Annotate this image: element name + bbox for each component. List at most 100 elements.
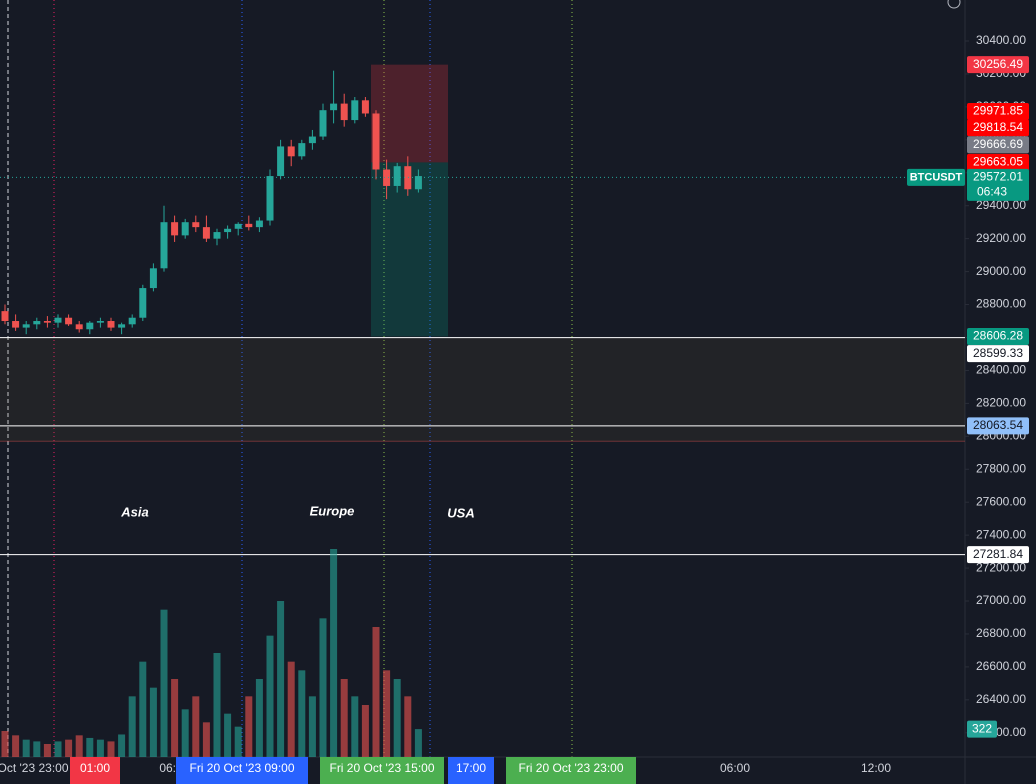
candle-body bbox=[245, 223, 253, 228]
price-tag bbox=[967, 327, 1029, 345]
session-dividers bbox=[7, 0, 573, 757]
volume-bar bbox=[383, 670, 391, 757]
price-tag-label: 27281.84 bbox=[973, 547, 1023, 561]
candle-body bbox=[33, 321, 41, 325]
y-tick-label: 26400.00 bbox=[976, 692, 1026, 706]
candle-body bbox=[192, 222, 200, 228]
candle-body bbox=[75, 324, 83, 330]
candle-body bbox=[277, 146, 285, 177]
time-label: Oct '23 23:00 bbox=[0, 761, 69, 775]
symbol-tag bbox=[907, 168, 965, 186]
time-label-bg bbox=[448, 757, 494, 784]
price-tag bbox=[967, 417, 1029, 435]
y-tick-label: 27400.00 bbox=[976, 527, 1026, 541]
volume-bar bbox=[319, 618, 327, 757]
price-tag bbox=[967, 153, 1029, 171]
time-label-bg bbox=[70, 757, 120, 784]
time-label: 06:00 bbox=[720, 761, 750, 775]
volume-bar bbox=[65, 739, 73, 757]
volume-bar bbox=[86, 737, 94, 757]
candle-body bbox=[414, 176, 422, 190]
volume-tag-label: 322 bbox=[972, 721, 992, 735]
volume-bar bbox=[298, 670, 306, 757]
price-tag bbox=[967, 119, 1029, 137]
session-label: Asia bbox=[120, 504, 148, 519]
volume-bar bbox=[393, 679, 401, 757]
price-tag-label: 29818.54 bbox=[973, 120, 1023, 134]
session-label: USA bbox=[447, 505, 474, 520]
y-tick-label: 30400.00 bbox=[976, 33, 1026, 47]
y-tick-label: 29200.00 bbox=[976, 231, 1026, 245]
volume-bar bbox=[12, 735, 20, 757]
candle-body bbox=[319, 110, 327, 137]
time-label: Fri 20 Oct '23 09:00 bbox=[189, 761, 294, 775]
candle-body bbox=[1, 311, 9, 322]
volume-bar bbox=[96, 739, 104, 757]
volume-bar bbox=[414, 729, 422, 757]
y-tick-label: 27000.00 bbox=[976, 593, 1026, 607]
candle-body bbox=[149, 268, 157, 289]
candle-body bbox=[298, 143, 306, 157]
price-tag bbox=[967, 546, 1029, 564]
y-tick-label: 28800.00 bbox=[976, 297, 1026, 311]
volume-bar bbox=[192, 696, 200, 757]
candle-body bbox=[308, 136, 316, 144]
candle-body bbox=[213, 232, 221, 239]
target-box bbox=[371, 162, 448, 337]
time-label: 17:00 bbox=[456, 761, 486, 775]
volume-bar bbox=[234, 726, 242, 757]
time-label: 12:00 bbox=[861, 761, 891, 775]
time-label-bg bbox=[176, 757, 308, 784]
volume-bar bbox=[224, 713, 232, 757]
volume-bar bbox=[107, 741, 115, 757]
price-tag-label: 30256.49 bbox=[973, 57, 1023, 71]
price-tag-label: 29971.85 bbox=[973, 104, 1023, 118]
candle-body bbox=[224, 228, 232, 233]
candle-body bbox=[43, 321, 51, 323]
candle-body bbox=[181, 222, 189, 236]
stop-box bbox=[371, 64, 448, 163]
candle-body bbox=[160, 222, 168, 269]
candle-body bbox=[234, 223, 242, 229]
candle-body bbox=[65, 317, 73, 325]
price-tag bbox=[967, 103, 1029, 121]
volume-bar bbox=[171, 679, 179, 757]
volume-bar bbox=[266, 635, 274, 757]
candle-body bbox=[107, 321, 115, 328]
volume-bar bbox=[54, 741, 62, 757]
volume-bar bbox=[149, 687, 157, 757]
session-label: Europe bbox=[310, 503, 355, 518]
time-label: Fri 20 Oct '23 15:00 bbox=[329, 761, 434, 775]
volume-bar bbox=[181, 709, 189, 757]
candle-body bbox=[54, 317, 62, 323]
volume-tag bbox=[967, 720, 997, 738]
price-tag-label: 28599.33 bbox=[973, 346, 1023, 360]
candle-body bbox=[340, 103, 348, 121]
volume-bar bbox=[372, 627, 380, 757]
volume-bar bbox=[351, 696, 359, 757]
candle-body bbox=[404, 166, 412, 190]
y-tick-label: 29400.00 bbox=[976, 198, 1026, 212]
candle-body bbox=[287, 146, 295, 157]
time-label-bg bbox=[320, 757, 444, 784]
price-tag-label: 29666.69 bbox=[973, 137, 1023, 151]
candle-body bbox=[118, 324, 126, 328]
settings-icon[interactable] bbox=[947, 0, 961, 9]
volume-bar bbox=[202, 722, 210, 757]
price-tag-label: 29572.01 bbox=[973, 170, 1023, 184]
y-tick-label: 28400.00 bbox=[976, 363, 1026, 377]
volume-bar bbox=[308, 696, 316, 757]
volume-bar bbox=[245, 696, 253, 757]
volume-bar bbox=[255, 679, 263, 757]
price-tag bbox=[967, 136, 1029, 154]
candle-body bbox=[128, 317, 136, 325]
time-label-bg bbox=[506, 757, 636, 784]
y-tick-label: 28200.00 bbox=[976, 396, 1026, 410]
volume-bar bbox=[361, 705, 369, 757]
candle-body bbox=[12, 321, 20, 328]
time-label: Fri 20 Oct '23 23:00 bbox=[518, 761, 623, 775]
candle-body bbox=[393, 166, 401, 186]
volume-bar bbox=[128, 696, 136, 757]
